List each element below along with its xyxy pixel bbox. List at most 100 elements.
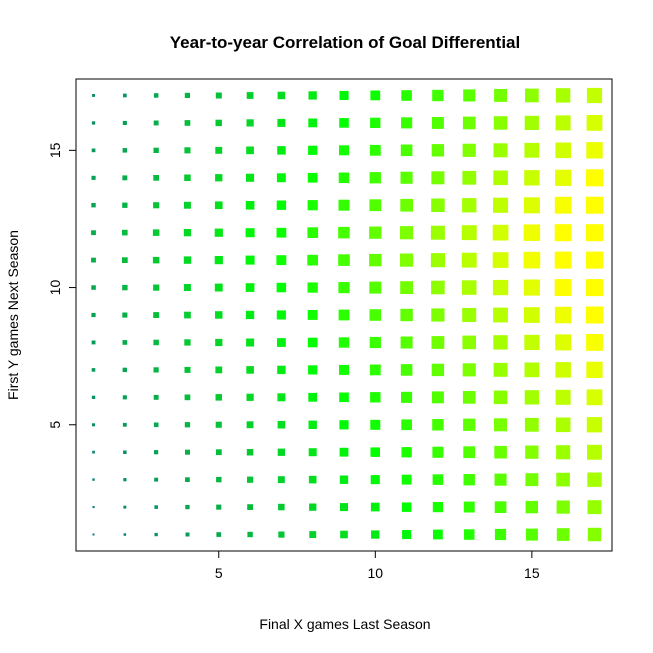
data-marker: [307, 200, 318, 211]
data-marker: [215, 174, 223, 182]
data-marker: [432, 474, 444, 485]
data-marker: [215, 421, 222, 428]
data-marker: [184, 201, 191, 209]
data-marker: [184, 422, 191, 428]
marks-layer: [91, 87, 603, 542]
data-marker: [278, 503, 285, 511]
data-marker: [216, 504, 222, 510]
data-marker: [185, 449, 190, 455]
data-marker: [463, 89, 476, 102]
data-marker: [246, 449, 254, 456]
data-marker: [556, 500, 570, 514]
data-marker: [400, 336, 413, 349]
data-marker: [307, 227, 319, 238]
data-marker: [401, 90, 412, 101]
data-marker: [554, 224, 572, 242]
data-marker: [586, 142, 603, 159]
data-marker: [340, 503, 348, 512]
data-marker: [91, 368, 96, 372]
data-marker: [214, 201, 223, 210]
data-marker: [92, 506, 95, 509]
data-marker: [494, 445, 507, 459]
data-marker: [184, 339, 191, 346]
data-marker: [555, 115, 571, 131]
data-marker: [462, 116, 476, 130]
data-marker: [245, 201, 255, 210]
chart-title: Year-to-year Correlation of Goal Differe…: [170, 33, 520, 52]
data-marker: [494, 89, 507, 102]
data-marker: [92, 533, 95, 536]
data-marker: [153, 284, 160, 291]
data-marker: [555, 417, 571, 433]
data-marker: [154, 450, 159, 455]
data-marker: [554, 251, 572, 269]
data-marker: [308, 91, 317, 100]
data-marker: [92, 478, 95, 481]
data-marker: [586, 169, 603, 187]
data-marker: [555, 88, 571, 103]
data-marker: [524, 334, 540, 350]
data-marker: [246, 92, 254, 99]
data-marker: [524, 417, 539, 432]
data-marker: [247, 504, 253, 510]
data-marker: [369, 364, 381, 376]
data-marker: [493, 390, 508, 405]
data-marker: [215, 119, 222, 127]
data-marker: [183, 229, 192, 237]
data-marker: [339, 392, 349, 403]
data-marker: [587, 500, 602, 515]
data-marker: [245, 228, 255, 238]
data-marker: [184, 120, 191, 126]
data-marker: [524, 307, 540, 323]
data-marker: [523, 224, 541, 241]
data-marker: [555, 334, 572, 351]
data-marker: [91, 203, 96, 208]
data-marker: [431, 171, 445, 185]
data-marker: [523, 197, 540, 214]
data-marker: [461, 225, 477, 241]
data-marker: [370, 475, 380, 485]
data-marker: [91, 285, 96, 290]
data-marker: [308, 145, 318, 155]
data-marker: [587, 472, 602, 487]
data-marker: [369, 199, 382, 212]
data-marker: [153, 147, 159, 153]
y-tick-label: 5: [47, 421, 63, 429]
data-marker: [154, 477, 159, 482]
data-marker: [462, 335, 476, 350]
data-marker: [431, 198, 445, 212]
data-marker: [246, 366, 254, 374]
data-marker: [122, 175, 128, 181]
data-marker: [123, 505, 127, 509]
data-marker: [215, 449, 222, 456]
data-marker: [586, 224, 603, 242]
data-marker: [307, 337, 318, 348]
data-marker: [339, 145, 349, 156]
data-marker: [401, 419, 412, 431]
data-marker: [184, 174, 191, 181]
data-marker: [185, 504, 190, 510]
data-marker: [152, 256, 160, 264]
data-marker: [308, 118, 318, 128]
data-marker: [153, 422, 159, 428]
data-marker: [308, 475, 317, 484]
data-marker: [277, 393, 286, 402]
data-marker: [277, 118, 286, 127]
data-marker: [400, 253, 414, 267]
data-marker: [369, 144, 381, 156]
data-marker: [369, 226, 382, 239]
data-marker: [492, 279, 509, 296]
data-marker: [184, 311, 191, 319]
data-marker: [431, 336, 445, 349]
data-marker: [587, 444, 602, 460]
data-marker: [277, 420, 286, 429]
data-marker: [122, 312, 128, 318]
data-marker: [247, 531, 253, 538]
data-marker: [525, 528, 538, 541]
data-marker: [91, 175, 96, 180]
data-marker: [525, 500, 538, 514]
data-marker: [464, 529, 475, 540]
data-marker: [493, 170, 508, 186]
data-marker: [276, 282, 287, 293]
data-marker: [338, 226, 350, 239]
